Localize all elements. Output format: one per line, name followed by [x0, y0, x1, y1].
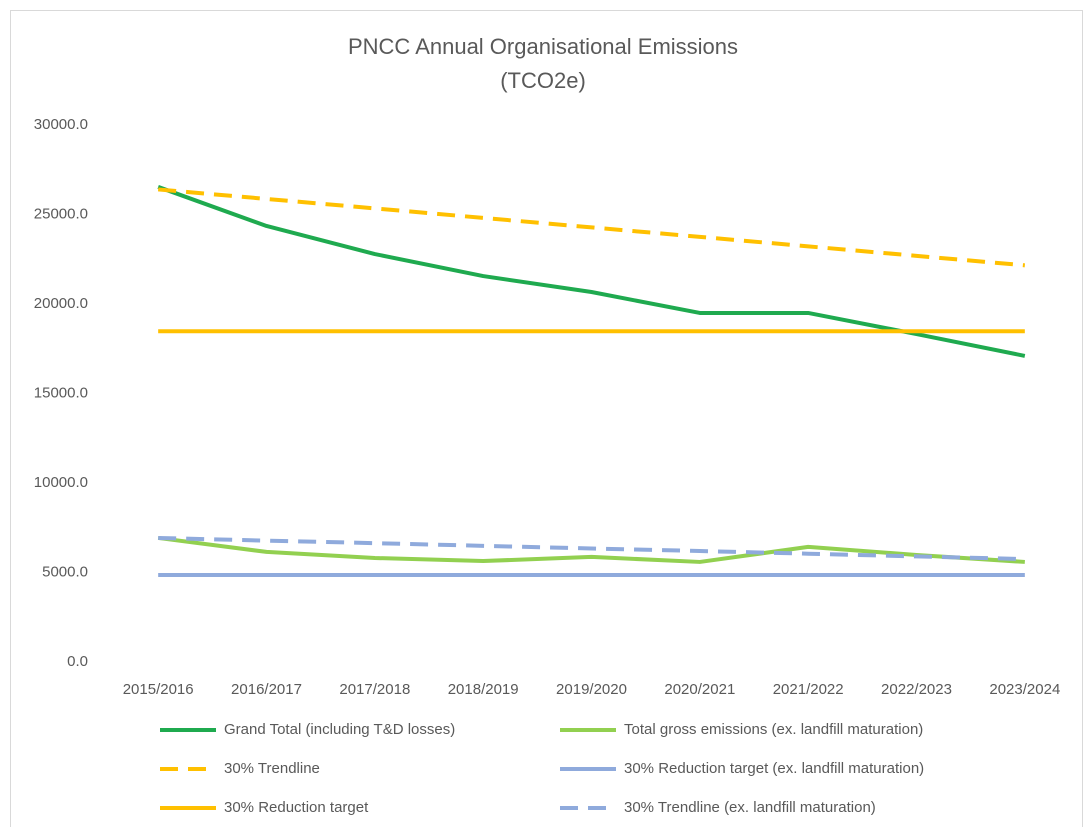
- x-tick-label: 2016/2017: [231, 681, 302, 698]
- y-tick-label: 10000.0: [34, 474, 88, 491]
- y-tick-label: 0.0: [67, 653, 88, 670]
- series-line: [157, 185, 1026, 358]
- y-tick-label: 15000.0: [34, 384, 88, 401]
- x-tick-label: 2022/2023: [881, 681, 952, 698]
- chart-title: (TCO2e): [500, 68, 586, 93]
- x-tick-label: 2021/2022: [773, 681, 844, 698]
- chart-frame: [10, 10, 1083, 827]
- legend-label: 30% Trendline: [224, 760, 320, 777]
- series-line: [157, 535, 1025, 564]
- y-tick-label: 25000.0: [34, 205, 88, 222]
- legend-label: 30% Trendline (ex. landfill maturation): [624, 799, 876, 816]
- x-tick-label: 2023/2024: [989, 681, 1060, 698]
- x-tick-label: 2019/2020: [556, 681, 627, 698]
- series-line: [157, 187, 1026, 268]
- y-tick-label: 20000.0: [34, 295, 88, 312]
- y-tick-label: 30000.0: [34, 116, 88, 133]
- legend-label: 30% Reduction target: [224, 799, 369, 816]
- x-tick-label: 2015/2016: [123, 681, 194, 698]
- x-tick-label: 2020/2021: [664, 681, 735, 698]
- legend-label: 30% Reduction target (ex. landfill matur…: [624, 760, 924, 777]
- x-tick-label: 2018/2019: [448, 681, 519, 698]
- series-line: [158, 535, 1025, 562]
- y-tick-label: 5000.0: [42, 563, 88, 580]
- legend-label: Total gross emissions (ex. landfill matu…: [624, 721, 923, 738]
- x-tick-label: 2017/2018: [339, 681, 410, 698]
- legend-label: Grand Total (including T&D losses): [224, 721, 455, 738]
- chart-title: PNCC Annual Organisational Emissions: [348, 34, 738, 59]
